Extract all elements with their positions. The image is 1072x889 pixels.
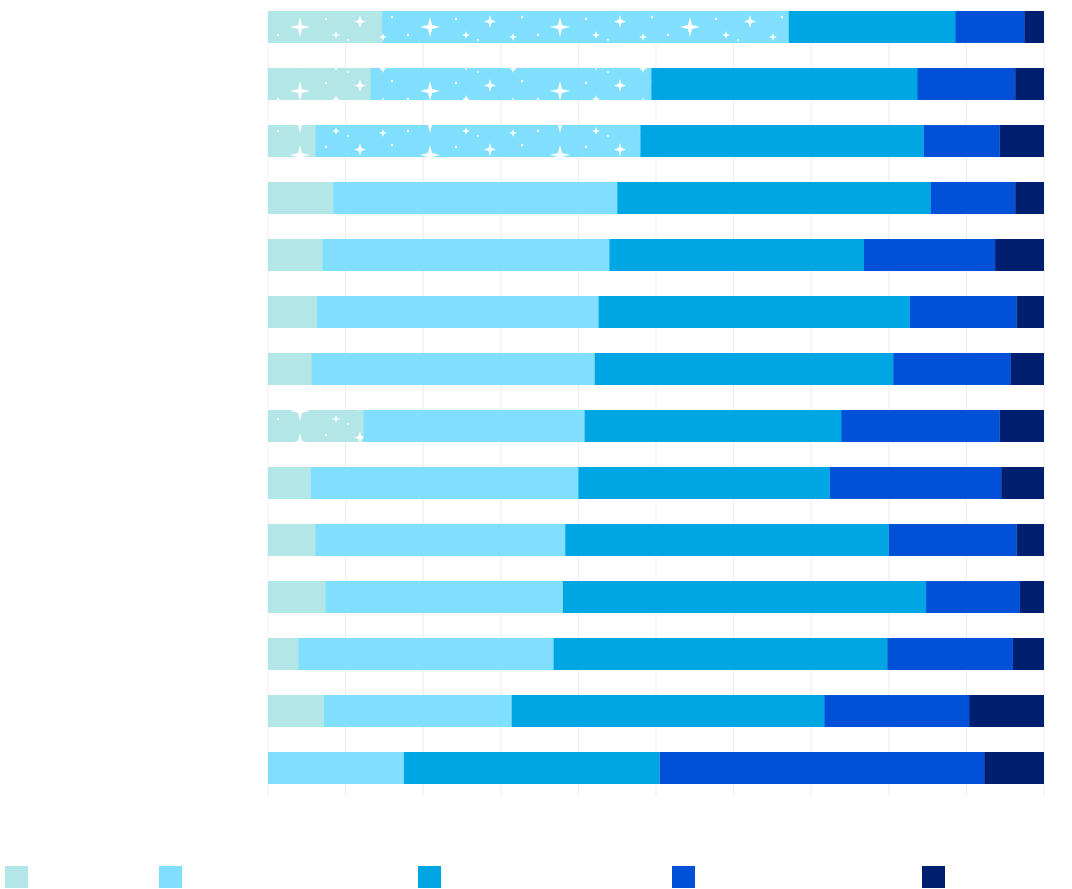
bar-row <box>268 182 1044 214</box>
bar-row <box>268 353 1044 385</box>
bar-segment[interactable] <box>887 638 1013 670</box>
bar-segment[interactable] <box>1012 638 1044 670</box>
bar-row <box>268 467 1044 499</box>
bar-segment[interactable] <box>363 410 585 442</box>
bar-segment[interactable] <box>926 581 1020 613</box>
bar-segment[interactable] <box>640 125 924 157</box>
bar-segment[interactable] <box>1019 581 1044 613</box>
bar-segment-pattern <box>268 68 371 100</box>
bar-segment[interactable] <box>955 11 1025 43</box>
bar-row <box>268 581 1044 613</box>
bar-segment[interactable] <box>659 752 985 784</box>
bar-row <box>268 752 1044 784</box>
bar-segment[interactable] <box>578 467 830 499</box>
bar-segment[interactable] <box>1016 296 1044 328</box>
bar-segment[interactable] <box>995 239 1044 271</box>
bar-segment[interactable] <box>1015 68 1044 100</box>
bar-segment[interactable] <box>325 581 563 613</box>
bar-segment[interactable] <box>598 296 910 328</box>
bar-segment[interactable] <box>268 638 299 670</box>
bar-row <box>268 125 1044 157</box>
bar-segment[interactable] <box>788 11 956 43</box>
bar-segment-pattern <box>268 125 316 157</box>
bar-segment-pattern <box>315 125 641 157</box>
bar-segment-pattern <box>268 11 383 43</box>
bar-segment[interactable] <box>403 752 660 784</box>
bar-segment[interactable] <box>1015 182 1044 214</box>
bar-rows <box>268 11 1044 784</box>
bar-segment[interactable] <box>316 296 599 328</box>
bar-segment[interactable] <box>315 524 566 556</box>
bar-segment[interactable] <box>651 68 918 100</box>
bar-segment[interactable] <box>268 467 311 499</box>
bar-segment[interactable] <box>1001 467 1044 499</box>
bar-row <box>268 296 1044 328</box>
bar-segment[interactable] <box>268 239 323 271</box>
bar-row <box>268 410 1044 442</box>
bar-segment-pattern <box>382 11 789 43</box>
bar-row <box>268 239 1044 271</box>
bar-segment[interactable] <box>893 353 1011 385</box>
bar-row <box>268 11 1044 43</box>
bar-segment[interactable] <box>999 125 1044 157</box>
bar-segment[interactable] <box>1024 11 1044 43</box>
bar-segment[interactable] <box>298 638 554 670</box>
bar-segment[interactable] <box>594 353 894 385</box>
bar-segment[interactable] <box>999 410 1044 442</box>
bar-segment[interactable] <box>333 182 618 214</box>
bar-segment[interactable] <box>1016 524 1044 556</box>
bar-segment[interactable] <box>323 695 512 727</box>
bar-segment[interactable] <box>268 581 326 613</box>
bar-segment-pattern <box>370 68 652 100</box>
bar-segment[interactable] <box>888 524 1017 556</box>
bar-segment[interactable] <box>917 68 1016 100</box>
bar-segment[interactable] <box>584 410 842 442</box>
bar-segment[interactable] <box>268 524 316 556</box>
bar-segment[interactable] <box>863 239 996 271</box>
bar-segment[interactable] <box>930 182 1016 214</box>
bar-row <box>268 524 1044 556</box>
bar-segment[interactable] <box>268 296 317 328</box>
bar-segment[interactable] <box>268 695 324 727</box>
bar-segment[interactable] <box>923 125 1000 157</box>
bar-row <box>268 638 1044 670</box>
bar-segment[interactable] <box>553 638 888 670</box>
bar-segment[interactable] <box>511 695 825 727</box>
bar-segment[interactable] <box>268 353 312 385</box>
bar-segment[interactable] <box>841 410 1000 442</box>
bar-segment[interactable] <box>1010 353 1044 385</box>
bar-segment[interactable] <box>311 353 595 385</box>
bar-segment[interactable] <box>310 467 579 499</box>
bar-segment[interactable] <box>562 581 927 613</box>
bar-segment[interactable] <box>609 239 864 271</box>
bar-segment[interactable] <box>617 182 931 214</box>
bar-segment[interactable] <box>268 752 404 784</box>
bar-segment-pattern <box>268 410 364 442</box>
bar-segment[interactable] <box>322 239 610 271</box>
bar-segment[interactable] <box>268 182 334 214</box>
bar-segment[interactable] <box>829 467 1002 499</box>
bar-segment[interactable] <box>824 695 970 727</box>
bar-segment[interactable] <box>909 296 1017 328</box>
bar-row <box>268 68 1044 100</box>
bar-segment[interactable] <box>565 524 889 556</box>
bar-row <box>268 695 1044 727</box>
bar-segment[interactable] <box>984 752 1044 784</box>
bar-segment[interactable] <box>969 695 1044 727</box>
